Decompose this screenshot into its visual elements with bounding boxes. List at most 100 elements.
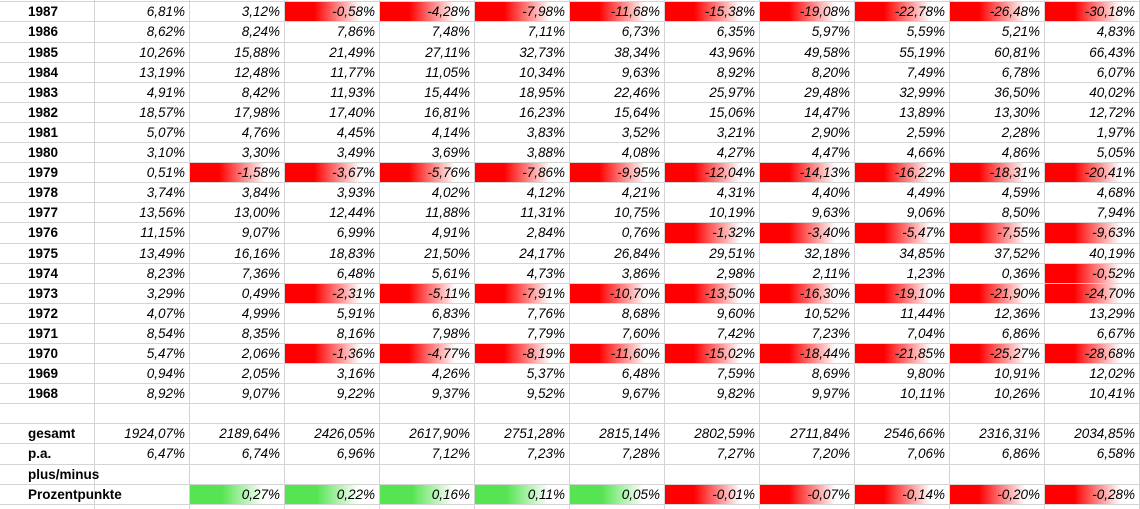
table-cell[interactable]: 17,98% xyxy=(190,102,285,123)
table-cell[interactable]: 32,73% xyxy=(475,42,570,63)
table-cell[interactable]: 3,84% xyxy=(190,183,285,204)
table-cell[interactable]: -19,10% xyxy=(855,283,950,304)
table-cell[interactable]: 37,52% xyxy=(950,243,1045,264)
table-cell[interactable] xyxy=(665,404,760,425)
table-cell[interactable]: 0,11% xyxy=(475,484,570,505)
table-cell[interactable]: -15,38% xyxy=(665,2,760,23)
table-cell[interactable]: 12,36% xyxy=(950,303,1045,324)
table-cell[interactable]: 1,97% xyxy=(1045,122,1140,144)
table-cell[interactable]: 8,69% xyxy=(760,364,855,385)
row-label[interactable]: 1986 xyxy=(0,22,95,43)
table-cell[interactable]: 2711,84% xyxy=(760,424,855,445)
table-cell[interactable] xyxy=(285,404,380,425)
table-cell[interactable]: 4,83% xyxy=(1045,22,1140,43)
table-cell[interactable]: 4,66% xyxy=(855,143,950,164)
table-cell[interactable]: 11,77% xyxy=(285,62,380,83)
table-cell[interactable]: 11,44% xyxy=(855,303,950,324)
table-cell[interactable]: 9,82% xyxy=(665,384,760,405)
table-cell[interactable]: 6,73% xyxy=(570,22,665,43)
table-cell[interactable]: -5,47% xyxy=(855,223,950,244)
table-cell[interactable]: 10,26% xyxy=(950,384,1045,405)
table-cell[interactable]: -0,14% xyxy=(855,484,950,505)
table-cell[interactable]: 10,26% xyxy=(95,42,190,63)
table-cell[interactable] xyxy=(855,404,950,425)
table-cell[interactable]: 11,15% xyxy=(95,223,190,244)
table-cell[interactable]: 16,81% xyxy=(380,102,475,123)
table-cell[interactable]: -1,32% xyxy=(665,223,760,244)
table-cell[interactable]: 16,23% xyxy=(475,102,570,123)
table-cell[interactable]: 4,21% xyxy=(570,183,665,204)
table-cell[interactable]: 5,61% xyxy=(380,263,475,284)
table-cell[interactable]: 8,35% xyxy=(190,323,285,344)
table-cell[interactable]: 29,51% xyxy=(665,243,760,264)
row-label[interactable]: 1977 xyxy=(0,203,95,224)
table-cell[interactable]: 4,02% xyxy=(380,183,475,204)
table-cell[interactable]: 21,50% xyxy=(380,243,475,264)
table-cell[interactable]: 34,85% xyxy=(855,243,950,264)
table-cell[interactable]: -0,07% xyxy=(760,484,855,505)
table-cell[interactable]: -16,30% xyxy=(760,283,855,304)
table-cell[interactable]: 0,22% xyxy=(285,484,380,505)
row-label[interactable]: 1970 xyxy=(0,343,95,365)
table-cell[interactable] xyxy=(760,404,855,425)
table-cell[interactable]: 5,05% xyxy=(1045,143,1140,164)
table-cell[interactable]: 4,12% xyxy=(475,183,570,204)
table-cell[interactable]: 6,96% xyxy=(285,444,380,465)
table-cell[interactable]: 7,98% xyxy=(380,323,475,344)
table-cell[interactable]: 2802,59% xyxy=(665,424,760,445)
row-label[interactable]: 1972 xyxy=(0,303,95,324)
row-label[interactable]: Prozentpunkte xyxy=(0,484,122,505)
table-cell[interactable]: 9,07% xyxy=(190,384,285,405)
row-label[interactable]: plus/minus xyxy=(0,464,99,485)
table-cell[interactable]: -0,28% xyxy=(1045,484,1140,505)
table-cell[interactable]: 32,99% xyxy=(855,82,950,103)
table-cell[interactable]: 2,28% xyxy=(950,122,1045,144)
table-cell[interactable] xyxy=(760,464,855,485)
table-cell[interactable]: 7,42% xyxy=(665,323,760,344)
table-cell[interactable]: 15,64% xyxy=(570,102,665,123)
table-cell[interactable]: -7,91% xyxy=(475,283,570,304)
table-cell[interactable]: 8,16% xyxy=(285,323,380,344)
table-cell[interactable]: 9,06% xyxy=(855,203,950,224)
table-cell[interactable]: 18,95% xyxy=(475,82,570,103)
row-label[interactable]: 1973 xyxy=(0,283,95,304)
table-cell[interactable]: 7,94% xyxy=(1045,203,1140,224)
table-cell[interactable]: 9,37% xyxy=(380,384,475,405)
table-cell[interactable]: 5,37% xyxy=(475,364,570,385)
table-cell[interactable]: 5,97% xyxy=(760,22,855,43)
table-cell[interactable]: 2,59% xyxy=(855,122,950,144)
table-cell[interactable]: 13,19% xyxy=(95,62,190,83)
table-cell[interactable] xyxy=(855,464,950,485)
table-cell[interactable]: 4,14% xyxy=(380,122,475,144)
row-label[interactable]: 1971 xyxy=(0,323,95,344)
table-cell[interactable]: 8,23% xyxy=(95,263,190,284)
table-cell[interactable]: 2189,64% xyxy=(190,424,285,445)
table-cell[interactable]: -3,67% xyxy=(285,163,380,184)
row-label[interactable]: 1987 xyxy=(0,2,95,23)
table-cell[interactable]: 6,47% xyxy=(95,444,190,465)
table-cell[interactable]: 7,06% xyxy=(855,444,950,465)
table-cell[interactable]: 8,50% xyxy=(950,203,1045,224)
table-cell[interactable]: -18,44% xyxy=(760,343,855,365)
table-cell[interactable]: 8,42% xyxy=(190,82,285,103)
table-cell[interactable]: 9,67% xyxy=(570,384,665,405)
table-cell[interactable]: 6,81% xyxy=(95,2,190,23)
table-cell[interactable]: 38,34% xyxy=(570,42,665,63)
table-cell[interactable]: 2617,90% xyxy=(380,424,475,445)
table-cell[interactable]: 32,18% xyxy=(760,243,855,264)
table-cell[interactable]: 8,68% xyxy=(570,303,665,324)
table-cell[interactable]: 6,86% xyxy=(950,323,1045,344)
table-cell[interactable]: 13,49% xyxy=(95,243,190,264)
table-cell[interactable]: 7,12% xyxy=(380,444,475,465)
table-cell[interactable]: -1,58% xyxy=(190,163,285,184)
table-cell[interactable]: 13,29% xyxy=(1045,303,1140,324)
table-cell[interactable]: 0,16% xyxy=(380,484,475,505)
table-cell[interactable]: 12,48% xyxy=(190,62,285,83)
table-cell[interactable]: 9,07% xyxy=(190,223,285,244)
table-cell[interactable]: 10,34% xyxy=(475,62,570,83)
row-label[interactable]: 1978 xyxy=(0,183,95,204)
table-cell[interactable]: 4,68% xyxy=(1045,183,1140,204)
table-cell[interactable]: 10,11% xyxy=(855,384,950,405)
table-cell[interactable]: 40,19% xyxy=(1045,243,1140,264)
row-label[interactable]: 1980 xyxy=(0,143,95,164)
